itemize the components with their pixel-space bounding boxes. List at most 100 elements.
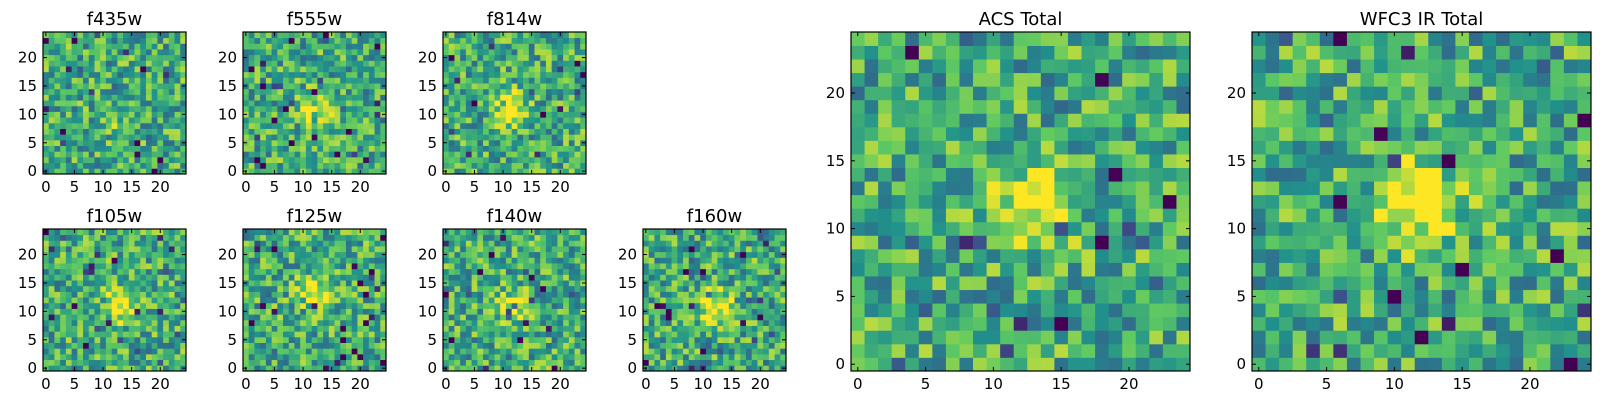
heatmap-cell — [551, 71, 558, 78]
heatmap-cell — [340, 257, 347, 264]
heatmap-cell — [351, 111, 358, 118]
heatmap-cell — [671, 234, 678, 241]
heatmap-cell — [311, 263, 318, 270]
heatmap-cell — [345, 66, 353, 73]
heatmap-cell — [517, 359, 524, 366]
heatmap-cell — [134, 229, 141, 236]
heatmap-cell — [254, 229, 261, 236]
heatmap-cell — [65, 257, 72, 264]
heatmap-cell — [973, 235, 987, 250]
heatmap-cell — [717, 359, 724, 366]
heatmap-cell — [568, 280, 575, 287]
heatmap-cell — [545, 37, 553, 44]
heatmap-cell — [654, 342, 661, 349]
heatmap-cell — [763, 246, 770, 253]
heatmap-cell — [528, 156, 535, 164]
heatmap-cell — [283, 168, 290, 175]
heatmap-cell — [517, 297, 524, 304]
heatmap-cell — [380, 342, 387, 349]
heatmap-cell — [100, 285, 107, 292]
heatmap-cell — [128, 128, 135, 135]
heatmap-cell — [305, 234, 313, 241]
heatmap-cell — [551, 43, 558, 50]
heatmap-cell — [700, 325, 707, 332]
heatmap-cell — [465, 348, 472, 355]
heatmap-cell — [1054, 276, 1069, 291]
heatmap-cell — [534, 353, 541, 361]
heatmap-cell — [780, 331, 787, 338]
heatmap-cell — [260, 342, 267, 349]
heatmap-cell — [580, 348, 587, 355]
x-tick-label: 15 — [322, 178, 341, 196]
heatmap-cell — [117, 246, 124, 253]
heatmap-cell — [932, 167, 947, 182]
heatmap-cell — [574, 268, 581, 275]
heatmap-cell — [168, 77, 175, 84]
heatmap-cell — [568, 268, 575, 275]
heatmap-cell — [317, 66, 324, 73]
heatmap-cell — [94, 359, 101, 366]
heatmap-cell — [94, 77, 101, 84]
heatmap-cell — [528, 325, 535, 332]
heatmap-cell — [380, 66, 387, 73]
heatmap-cell — [265, 251, 272, 258]
heatmap-cell — [77, 66, 84, 73]
heatmap-cell — [243, 353, 250, 361]
heatmap-cell — [574, 240, 581, 247]
heatmap-cell — [83, 77, 90, 84]
heatmap-cell — [271, 94, 278, 101]
heatmap-cell — [357, 100, 364, 107]
heatmap-cell — [557, 240, 564, 247]
heatmap-cell — [740, 246, 747, 253]
heatmap-cell — [574, 168, 581, 175]
heatmap-cell — [780, 348, 787, 355]
heatmap-cell — [157, 156, 164, 164]
heatmap-cell — [305, 240, 313, 247]
heatmap-cell — [643, 274, 650, 281]
heatmap-cell — [454, 257, 461, 264]
heatmap-cell — [918, 303, 933, 318]
heatmap-cell — [1040, 154, 1055, 168]
heatmap-cell — [774, 240, 781, 247]
heatmap-cell — [317, 100, 324, 107]
x-tick-label: 10 — [294, 375, 313, 393]
heatmap-cell — [454, 88, 461, 95]
heatmap-cell — [878, 167, 893, 182]
heatmap-cell — [111, 77, 118, 84]
heatmap-cell — [363, 353, 370, 361]
heatmap-cell — [334, 134, 341, 141]
heatmap-cell — [305, 251, 313, 258]
heatmap-cell — [94, 145, 101, 152]
heatmap-cell — [265, 342, 272, 349]
heatmap-cell — [260, 105, 267, 112]
heatmap-cell — [540, 168, 547, 175]
heatmap-cell — [328, 134, 335, 141]
heatmap-cell — [477, 168, 484, 175]
heatmap-cell — [665, 291, 672, 298]
heatmap-cell — [60, 285, 67, 292]
heatmap-cell — [271, 71, 278, 78]
heatmap-cell — [723, 314, 730, 321]
heatmap-cell — [517, 88, 524, 95]
heatmap-cell — [340, 168, 347, 175]
heatmap-cell — [1135, 248, 1150, 263]
heatmap-cell — [483, 342, 490, 349]
heatmap-cell — [128, 66, 135, 73]
heatmap-cell — [380, 43, 387, 50]
heatmap-cell — [448, 54, 455, 61]
heatmap-cell — [328, 128, 335, 135]
heatmap-cell — [557, 83, 564, 90]
heatmap-cell — [528, 319, 535, 326]
heatmap-cell — [1149, 289, 1164, 304]
heatmap-cell — [500, 60, 507, 67]
heatmap-cell — [100, 134, 107, 141]
y-tick-label: 15 — [218, 274, 237, 292]
heatmap-cell — [551, 49, 558, 56]
heatmap-cell — [523, 145, 530, 152]
heatmap-cell — [94, 268, 101, 275]
heatmap-cell — [48, 111, 55, 118]
heatmap-cell — [488, 274, 495, 281]
heatmap-cell — [105, 71, 113, 78]
heatmap-cell — [932, 289, 947, 304]
heatmap-cell — [768, 246, 775, 253]
